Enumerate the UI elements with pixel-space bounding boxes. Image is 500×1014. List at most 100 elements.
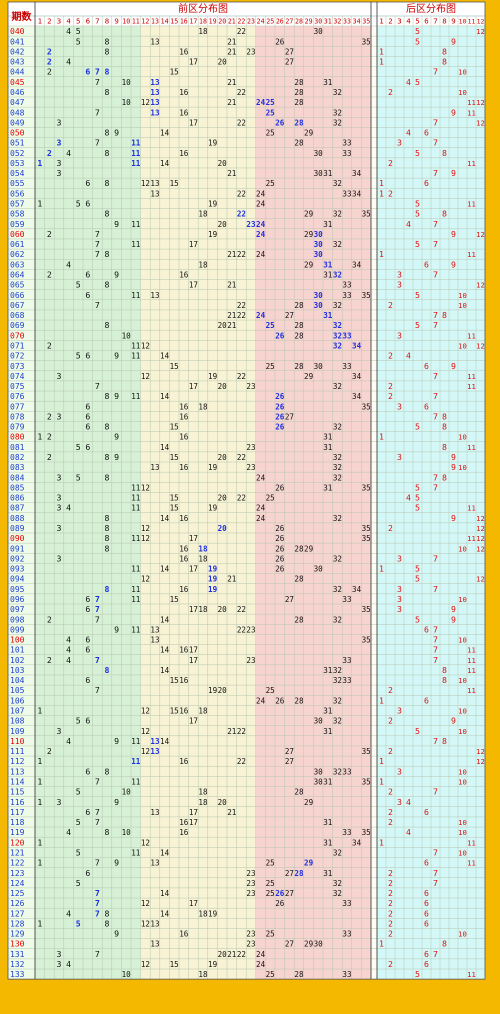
front-ball: 5	[76, 280, 81, 290]
back-ball: 7	[433, 270, 438, 280]
front-ball: 30	[314, 169, 324, 178]
front-ball: 11	[131, 341, 141, 350]
issue-number: 064	[10, 271, 25, 280]
back-ball: 7	[433, 787, 438, 797]
front-ball: 35	[362, 534, 371, 543]
draw-row: 098 2 7 14 28 32 5 9	[10, 614, 456, 624]
front-ball: 7	[95, 858, 100, 868]
front-ball: 27	[285, 595, 294, 604]
issue-number: 053	[10, 159, 25, 168]
front-ball: 34	[352, 260, 362, 269]
back-ball: 8	[442, 57, 447, 67]
front-ball-repeat: 26	[275, 402, 285, 411]
issue-number: 068	[10, 311, 25, 320]
back-ball: 3	[397, 584, 402, 594]
back-ball: 12	[476, 544, 485, 553]
draw-row: 079 6 8 15 32 26 5 8	[10, 422, 447, 432]
front-ball: 21	[227, 281, 237, 290]
front-ball-repeat: 2	[47, 57, 52, 67]
front-ball-repeat: 32	[333, 331, 342, 340]
front-ball: 33	[342, 595, 351, 604]
issue-number: 050	[10, 129, 25, 138]
draw-row: 072 5 6 9 11 14 2 4	[10, 351, 411, 361]
front-ball: 32	[333, 240, 342, 249]
front-ball: 12	[141, 372, 150, 381]
draw-row: 116 1 3 9 18 20 29 3 4	[10, 797, 411, 807]
front-ball: 4	[66, 148, 71, 158]
column-number-headers: 1 2 3 4 5 6 7 8 9 10 11 12 13 14 15 16 17 18 19 20 21 22 23 24 2…	[38, 17, 485, 26]
front-ball: 23	[246, 47, 255, 56]
front-ball-repeat: 20	[218, 524, 228, 533]
front-ball: 6	[85, 716, 90, 726]
front-ball: 21	[227, 321, 237, 330]
front-ball: 8	[105, 523, 110, 533]
back-ball: 4	[406, 797, 411, 807]
back-ball: 2	[388, 898, 393, 908]
issue-number: 076	[10, 392, 25, 401]
front-ball: 28	[294, 970, 304, 979]
back-ball: 10	[458, 341, 467, 350]
back-ball: 1	[379, 432, 384, 442]
front-ball: 11	[131, 220, 141, 229]
back-ball: 9	[451, 107, 456, 117]
back-ball: 1	[379, 939, 384, 949]
back-ball: 2	[388, 391, 393, 401]
front-ball: 4	[66, 655, 71, 665]
back-ball: 10	[458, 767, 467, 776]
front-ball: 31	[323, 78, 333, 87]
front-ball: 12	[141, 960, 150, 969]
issue-number: 122	[10, 859, 25, 868]
back-ball: 3	[397, 330, 402, 340]
draw-row: 060 2 7 19 29 24 30 9 12	[10, 229, 485, 239]
back-col-header: 10	[459, 18, 467, 26]
back-ball: 6	[424, 898, 429, 908]
draw-row: 067 7 22 28 32 30 2 10	[10, 300, 467, 310]
front-ball: 13	[150, 859, 159, 868]
front-ball: 1	[37, 837, 42, 847]
front-ball: 20	[218, 686, 228, 695]
draw-row: 128 1 8 12 13 5 2 6	[10, 918, 429, 928]
draw-row: 126 12 17 26 337 2 6	[10, 898, 429, 908]
draw-row: 096 6 11 15 27 33 7 3 10	[10, 594, 467, 604]
front-col-header: 4	[66, 17, 71, 26]
front-ball: 29	[304, 260, 314, 269]
front-ball: 2	[47, 270, 52, 280]
front-ball: 9	[114, 270, 119, 280]
front-ball: 13	[150, 808, 159, 817]
front-ball: 28	[294, 575, 304, 584]
back-ball: 7	[433, 655, 438, 665]
draw-row: 094 12 21 28 19 5 12	[10, 574, 485, 584]
front-ball: 35	[362, 37, 371, 46]
draw-row: 061 7 11 17 32 30 5 7	[10, 239, 438, 249]
front-ball-repeat: 29	[304, 859, 314, 868]
front-ball: 17	[189, 382, 198, 391]
front-col-header: 32	[333, 18, 341, 26]
front-ball: 32	[333, 554, 342, 563]
front-ball: 34	[352, 392, 362, 401]
front-ball: 14	[160, 159, 170, 168]
front-ball: 25	[266, 362, 275, 371]
draw-row: 076 8 9 11 14 34 26 2 7	[10, 391, 438, 401]
back-ball: 10	[458, 595, 467, 604]
front-ball-repeat: 25	[266, 321, 276, 330]
front-ball-repeat: 11	[131, 757, 141, 766]
back-ball: 3	[397, 553, 402, 563]
front-ball: 6	[85, 675, 90, 685]
front-ball: 19	[208, 909, 218, 918]
front-ball: 5	[76, 847, 81, 857]
front-ball: 8	[105, 128, 110, 138]
front-ball: 9	[114, 624, 119, 634]
draw-row: 107 1 12 15 16 18 31 3 10	[10, 706, 467, 716]
front-ball: 23	[246, 382, 255, 391]
front-ball: 21	[227, 311, 237, 320]
front-ball: 23	[246, 625, 255, 634]
issue-number: 091	[10, 544, 25, 553]
front-ball: 12	[141, 575, 150, 584]
front-ball: 17	[189, 646, 198, 655]
front-ball: 3	[57, 959, 62, 969]
back-ball: 4	[406, 128, 411, 138]
front-ball-repeat: 7	[95, 908, 100, 918]
back-ball: 9	[451, 614, 456, 624]
front-ball: 11	[131, 737, 141, 746]
